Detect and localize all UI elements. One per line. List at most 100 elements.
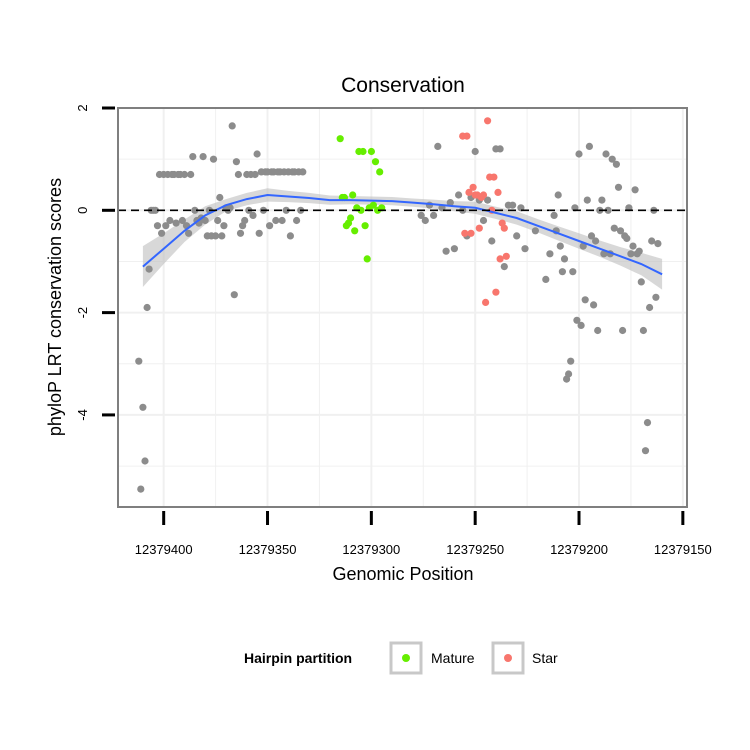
data-point-other xyxy=(629,242,637,250)
data-point-other xyxy=(590,301,598,309)
data-point-other xyxy=(508,201,517,209)
data-point-other xyxy=(558,268,567,276)
data-point-other xyxy=(191,206,199,214)
data-point-other xyxy=(251,170,259,179)
legend-key-mature xyxy=(389,641,423,675)
data-point-other xyxy=(455,191,463,199)
data-point-other xyxy=(641,447,650,455)
data-point-star xyxy=(479,191,488,199)
data-point-other xyxy=(583,196,591,204)
data-point-star xyxy=(502,252,510,260)
data-point-other xyxy=(614,183,623,191)
data-point-other xyxy=(282,206,290,214)
data-point-other xyxy=(272,216,280,225)
data-point-other xyxy=(209,155,218,163)
data-point-mature xyxy=(357,206,365,214)
data-point-other xyxy=(220,222,228,230)
data-point-other xyxy=(430,211,438,219)
data-point-other xyxy=(214,216,222,225)
x-tick-label: 12379350 xyxy=(239,542,297,557)
data-point-other xyxy=(293,216,301,225)
y-tick-label: -2 xyxy=(75,307,90,319)
data-point-other xyxy=(556,242,564,250)
data-point-other xyxy=(600,250,608,258)
data-point-other xyxy=(178,216,186,225)
data-point-other xyxy=(575,150,583,158)
data-point-star xyxy=(467,229,475,237)
data-point-other xyxy=(594,326,602,335)
legend-label-star: Star xyxy=(532,650,558,666)
data-point-star xyxy=(492,288,500,296)
data-point-other xyxy=(434,142,442,150)
data-point-star xyxy=(465,188,473,196)
data-point-other xyxy=(185,229,193,237)
y-tick-label: 0 xyxy=(75,207,90,214)
data-point-star xyxy=(490,173,498,181)
data-point-other xyxy=(648,237,656,245)
data-point-other xyxy=(592,237,600,245)
data-point-other xyxy=(417,211,425,219)
data-point-other xyxy=(141,457,149,465)
data-point-other xyxy=(143,303,151,312)
data-point-other xyxy=(299,168,307,176)
legend-marker-mature xyxy=(402,654,410,662)
data-point-star xyxy=(494,188,502,196)
data-point-other xyxy=(639,326,648,335)
data-point-other xyxy=(646,303,654,312)
smooth-line-layer xyxy=(142,193,663,276)
legend-marker-star xyxy=(504,654,512,662)
data-point-other xyxy=(145,265,153,273)
data-point-star xyxy=(500,224,508,232)
legend-title: Hairpin partition xyxy=(244,650,352,666)
grid xyxy=(118,107,687,507)
data-point-other xyxy=(153,222,162,230)
data-point-other xyxy=(652,293,660,301)
data-point-other xyxy=(610,224,618,232)
confidence-ribbon-layer xyxy=(142,188,663,290)
data-point-other xyxy=(654,240,662,248)
data-point-other xyxy=(637,278,645,286)
data-point-other xyxy=(172,219,180,227)
data-point-star xyxy=(496,255,504,263)
data-point-other xyxy=(234,170,242,179)
data-point-other xyxy=(241,216,249,225)
data-point-other xyxy=(180,170,189,179)
x-tick-label: 12379250 xyxy=(446,542,504,557)
data-point-star xyxy=(475,224,483,232)
panel-border xyxy=(117,107,688,508)
data-point-mature xyxy=(361,222,369,230)
data-point-other xyxy=(577,321,585,329)
data-point-other xyxy=(608,155,616,163)
data-point-mature xyxy=(376,168,384,176)
data-point-other xyxy=(631,186,639,194)
data-point-other xyxy=(266,222,274,230)
data-point-other xyxy=(166,216,174,225)
data-point-other xyxy=(286,232,294,240)
data-point-other xyxy=(218,232,226,240)
data-point-other xyxy=(201,216,209,225)
data-point-other xyxy=(137,485,145,493)
axes: 12379400 12379350 12379300 12379250 12379200… xyxy=(75,104,712,557)
data-point-other xyxy=(421,216,429,225)
data-point-other xyxy=(139,403,147,411)
data-point-other xyxy=(253,150,261,158)
data-point-other xyxy=(635,247,643,255)
data-point-other xyxy=(216,193,224,202)
data-point-mature xyxy=(349,191,357,199)
data-point-star xyxy=(469,183,477,191)
data-point-star xyxy=(461,229,469,237)
data-point-star xyxy=(484,117,492,125)
data-points xyxy=(135,117,662,493)
y-tick-label: -4 xyxy=(75,409,90,421)
y-tick-label: 2 xyxy=(75,104,90,111)
data-point-other xyxy=(546,250,554,258)
data-point-other xyxy=(587,232,596,240)
data-point-other xyxy=(612,160,621,168)
data-point-star xyxy=(482,298,490,306)
data-point-other xyxy=(162,222,170,230)
data-point-other xyxy=(199,153,207,161)
data-point-other xyxy=(442,247,450,255)
data-point-other xyxy=(479,216,488,225)
data-point-other xyxy=(232,158,240,166)
confidence-ribbon xyxy=(142,188,663,290)
